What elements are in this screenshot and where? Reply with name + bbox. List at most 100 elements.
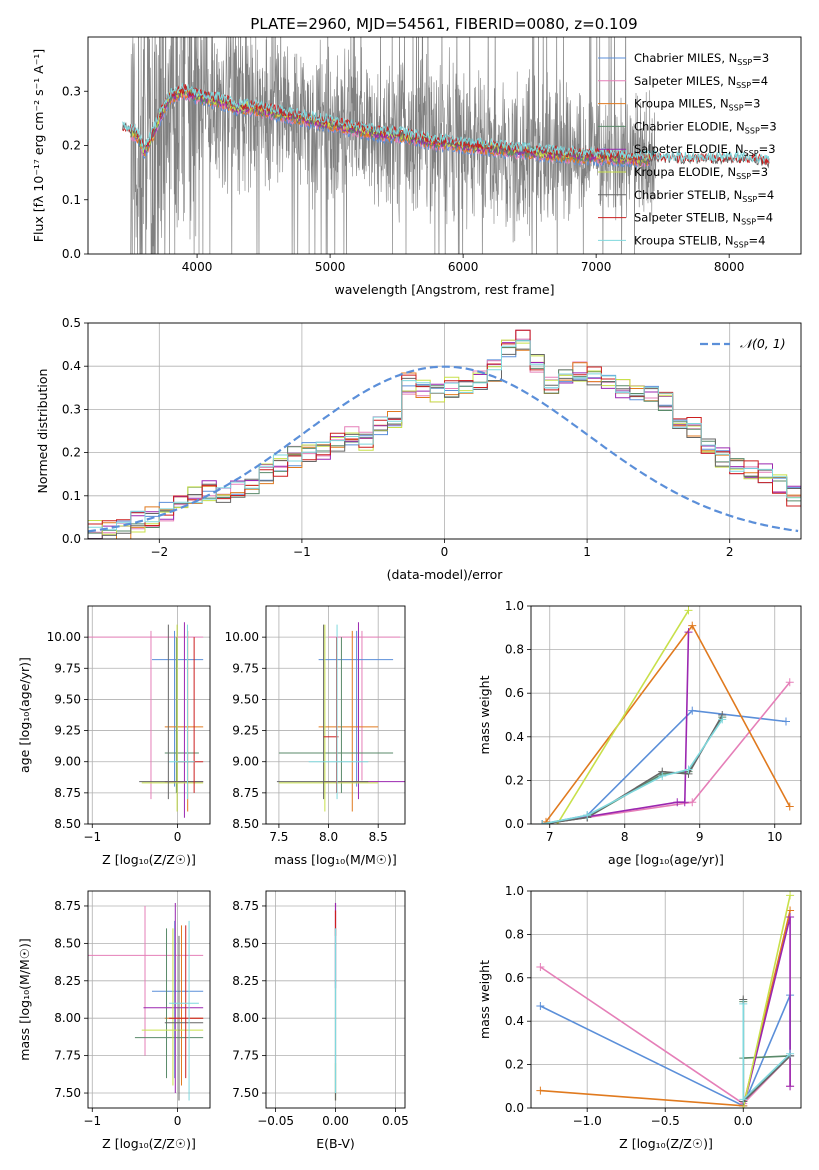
x-tick-label: 1 [583,545,591,559]
axes-age_vs_mass: 7.5 8.0 8.5 8.50 8.75 9.00 9.25 9.50 9.75 10.00 ma… [225,605,406,867]
y-tick-label: 8.75 [232,899,259,913]
errorbar-plot [88,902,204,1101]
x-tick-label: −1.0 [573,1114,602,1128]
axes-frame [530,605,802,825]
x-axis-label: Z [log₁₀(Z/Z☉)] [619,1136,713,1151]
axes-spectrum: 4000 5000 6000 7000 8000 0.0 0.1 0.2 0.3 waveleng… [31,36,802,297]
weight-marker [673,798,682,807]
ticks-mass_vs_Z: −1 0 7.50 7.75 8.00 8.25 8.50 8.75 [54,899,181,1128]
y-tick-label: 10.00 [47,630,81,644]
y-tick-label: 9.00 [54,755,81,769]
weight-marker [688,621,697,630]
weight-plot [536,891,795,1108]
weight-marker [786,1049,795,1058]
y-tick-label: 9.50 [54,692,81,706]
legend-label: Kroupa STELIB, NSSP=4 [634,233,765,249]
weight-marker [786,891,795,900]
x-tick-label: 0.0 [734,1114,753,1128]
y-axis-label: Normed distribution [35,369,50,494]
axes-frame [87,890,211,1109]
x-axis-label: wavelength [Angstrom, rest frame] [334,282,554,297]
y-tick-label: 0.2 [505,773,524,787]
x-tick-label: 8.0 [319,830,338,844]
ticks-weight_vs_Z: −1.0 −0.5 0.0 0.0 0.2 0.4 0.6 0.8 1.0 [505,884,753,1128]
weight-marker [538,820,547,824]
y-tick-label: 0.3 [62,402,81,416]
weight-marker [688,706,697,715]
x-tick-label: 5000 [315,260,346,274]
legend: Chabrier MILES, NSSP=3 Salpeter MILES, NS… [598,51,777,249]
weight-line [545,624,791,823]
legend-label: Chabrier STELIB, NSSP=4 [634,188,774,204]
weight-marker [786,1082,795,1091]
y-tick-label: 8.00 [232,1011,259,1025]
x-axis-label: (data-model)/error [387,567,504,582]
weight-marker [536,962,545,971]
figure-title: PLATE=2960, MJD=54561, FIBERID=0080, z=0… [250,15,637,33]
x-axis-label: E(B-V) [316,1136,355,1151]
y-axis-label: Flux [fλ 10⁻¹⁷ erg cm⁻² s⁻¹ A⁻¹] [31,49,46,242]
model-line-kroupa-elodie [130,86,650,164]
weight-line [742,895,791,1108]
y-tick-label: 0.0 [62,247,81,261]
x-tick-label: 8.5 [369,830,388,844]
y-tick-label: 8.00 [54,1011,81,1025]
x-axis-label: Z [log₁₀(Z/Z☉)] [102,852,196,867]
ticks-spectrum: 4000 5000 6000 7000 8000 0.0 0.1 0.2 0.3 [62,84,745,274]
y-tick-label: 0.0 [505,817,524,831]
y-axis-label: mass [log₁₀(M/M☉)] [17,938,32,1060]
y-tick-label: 0.8 [505,927,524,941]
y-tick-label: 1.0 [505,599,524,613]
x-tick-label: 7000 [581,260,612,274]
y-tick-label: 8.25 [54,974,81,988]
y-tick-label: 9.00 [232,755,259,769]
legend-label: Chabrier ELODIE, NSSP=3 [634,119,777,135]
y-axis-label: mass weight [477,675,492,754]
axes-frame [87,36,802,255]
spectrum-plot [122,37,770,254]
y-tick-label: 0.2 [62,446,81,460]
y-tick-label: 0.0 [62,532,81,546]
axes-weight_vs_Z: −1.0 −0.5 0.0 0.0 0.2 0.4 0.6 0.8 1.0 mass weight… [477,884,802,1151]
legend-label: Salpeter ELODIE, NSSP=3 [634,142,776,158]
x-tick-label: 0.05 [382,1114,409,1128]
ticks-mass_vs_ebv: −0.05 0.00 0.05 7.50 7.75 8.00 8.25 8.50 8.75 [232,899,408,1128]
histogram-step [88,338,801,534]
model-line-kroupa-stelib [122,83,770,163]
y-tick-label: 9.50 [232,692,259,706]
y-tick-label: 0.6 [505,686,524,700]
legend-label: Salpeter STELIB, NSSP=4 [634,211,773,227]
ticks-age_vs_Z: −1 0 8.50 8.75 9.00 9.25 9.50 9.75 10.00 [47,630,182,844]
x-tick-label: −2 [150,545,168,559]
x-tick-label: 9 [696,830,704,844]
y-tick-label: 8.25 [232,974,259,988]
y-tick-label: 0.4 [505,730,524,744]
legend-label: 𝒩(0, 1) [740,336,786,351]
weight-marker [658,772,667,781]
weight-marker [782,717,790,726]
y-tick-label: 9.75 [54,661,81,675]
ticks-weight_vs_age: 7 8 9 10 0.0 0.2 0.4 0.6 0.8 1.0 [505,599,782,844]
weight-line [542,681,791,824]
y-tick-label: 8.50 [54,817,81,831]
x-tick-label: 2 [726,545,734,559]
x-tick-label: 10 [767,830,782,844]
weight-marker [684,606,693,615]
weight-line [556,609,690,824]
x-tick-label: 8000 [714,260,745,274]
axes-residuals: −2 −1 0 1 2 0.0 0.1 0.2 0.3 0.4 0.5 (data-model)/er… [35,316,802,582]
axes-age_vs_Z: −1 0 8.50 8.75 9.00 9.25 9.50 9.75 10.00 age [log… [17,605,211,867]
y-tick-label: 0.1 [62,193,81,207]
x-axis-label: mass [log₁₀(M/M☉)] [274,852,396,867]
x-tick-label: 4000 [182,260,213,274]
y-tick-label: 0.1 [62,489,81,503]
y-tick-label: 0.6 [505,971,524,985]
x-tick-label: 7.5 [269,830,288,844]
y-tick-label: 7.75 [54,1049,81,1063]
axes-frame [265,605,406,825]
y-tick-label: 8.50 [54,936,81,950]
x-tick-label: 0 [441,545,449,559]
weight-marker [785,802,794,811]
weight-marker [536,1002,545,1011]
